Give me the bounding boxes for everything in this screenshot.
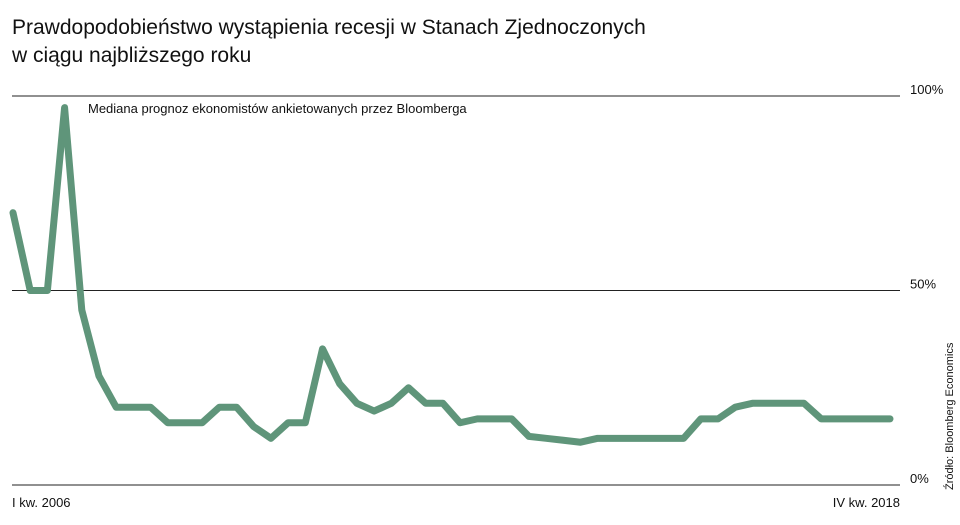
annotation: Mediana prognoz ekonomistów ankietowanyc… — [88, 101, 467, 116]
x-tick-label: I kw. 2006 — [12, 495, 71, 510]
y-tick-label: 100% — [910, 82, 944, 97]
chart-title: w ciągu najbliższego roku — [11, 44, 251, 67]
chart-title: Prawdopodobieństwo wystąpienia recesji w… — [12, 16, 646, 39]
x-tick-label: IV kw. 2018 — [833, 495, 900, 510]
line-series — [9, 104, 894, 446]
source: Źródło: Bloomberg Economics — [943, 342, 956, 490]
y-tick-label: 50% — [910, 277, 936, 292]
y-tick-label: 0% — [910, 471, 929, 486]
